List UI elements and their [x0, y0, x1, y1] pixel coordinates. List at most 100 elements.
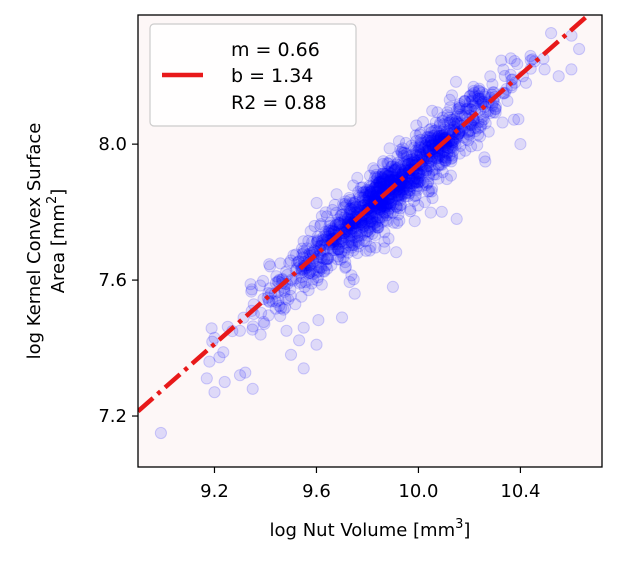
data-point [322, 224, 335, 237]
data-point [349, 227, 362, 240]
data-point [358, 234, 371, 247]
data-point [439, 154, 452, 167]
data-point [454, 139, 467, 152]
data-point [337, 201, 350, 214]
data-point [434, 158, 447, 171]
data-point [416, 166, 429, 179]
data-point [409, 176, 422, 189]
data-point [425, 134, 438, 148]
data-point [339, 256, 352, 269]
data-point [335, 245, 348, 258]
data-point [284, 254, 297, 267]
data-point [417, 163, 430, 176]
data-point [255, 306, 268, 319]
data-point [410, 182, 423, 195]
data-point [408, 153, 421, 166]
data-point [364, 180, 377, 193]
data-point [443, 93, 456, 107]
data-point [366, 210, 379, 223]
data-point [401, 158, 414, 171]
data-point [329, 219, 342, 232]
data-point [411, 180, 424, 193]
data-point [391, 193, 405, 206]
data-point [323, 225, 337, 238]
data-point [370, 212, 384, 225]
data-point [384, 174, 397, 187]
data-point [441, 117, 454, 130]
data-point [421, 141, 434, 154]
x-tick-label: 9.2 [200, 481, 229, 502]
data-point [358, 219, 371, 232]
data-point [371, 219, 384, 232]
data-point [364, 186, 377, 199]
data-point [332, 243, 345, 256]
data-point [403, 183, 416, 196]
data-point [262, 309, 275, 322]
data-point [405, 153, 418, 166]
data-point [399, 190, 412, 203]
data-point [424, 134, 437, 147]
data-point [390, 168, 403, 181]
data-point [390, 162, 403, 175]
data-point [475, 92, 488, 105]
data-point [436, 166, 449, 179]
data-point [428, 134, 442, 147]
data-point [283, 257, 296, 270]
data-point [290, 248, 303, 261]
data-point [323, 220, 336, 233]
data-point [358, 188, 371, 202]
data-point [323, 227, 336, 240]
data-point [361, 224, 374, 238]
data-point [421, 130, 434, 143]
data-point [391, 201, 404, 214]
data-point [403, 177, 416, 190]
data-point [363, 212, 376, 225]
data-point [421, 131, 434, 144]
data-point [379, 206, 392, 219]
data-point [392, 161, 405, 174]
data-point [447, 144, 460, 157]
data-point [401, 186, 414, 199]
data-point [357, 219, 370, 232]
data-point [473, 82, 486, 95]
data-point [369, 241, 382, 254]
data-point [368, 181, 381, 194]
data-point [363, 184, 376, 197]
data-point [408, 189, 421, 203]
data-point [345, 241, 358, 254]
data-point [376, 200, 389, 213]
data-point [370, 182, 383, 195]
data-point [371, 221, 384, 234]
data-point [312, 271, 325, 284]
data-point [398, 146, 411, 159]
data-point [441, 109, 454, 122]
data-point [419, 139, 432, 152]
data-point [373, 203, 386, 216]
data-point [233, 324, 246, 337]
data-point [388, 164, 401, 177]
data-point [373, 203, 386, 216]
data-point [433, 117, 447, 130]
data-point [254, 328, 267, 341]
data-point [466, 88, 479, 101]
data-point [378, 235, 391, 248]
data-point [384, 197, 397, 210]
data-point [295, 290, 308, 303]
data-point [409, 144, 422, 157]
data-point [368, 206, 381, 219]
data-point [352, 185, 365, 199]
data-point [436, 111, 449, 124]
data-point [311, 274, 324, 287]
data-point [446, 141, 459, 154]
data-point [447, 116, 460, 129]
data-point [383, 202, 396, 215]
data-point [332, 213, 345, 226]
data-point [379, 200, 392, 213]
data-point [552, 70, 565, 83]
data-point [400, 179, 413, 192]
data-point [319, 206, 332, 219]
data-point [476, 86, 489, 99]
data-point [460, 103, 473, 116]
legend-line-3: R2 = 0.88 [231, 92, 327, 114]
data-point [370, 172, 383, 185]
